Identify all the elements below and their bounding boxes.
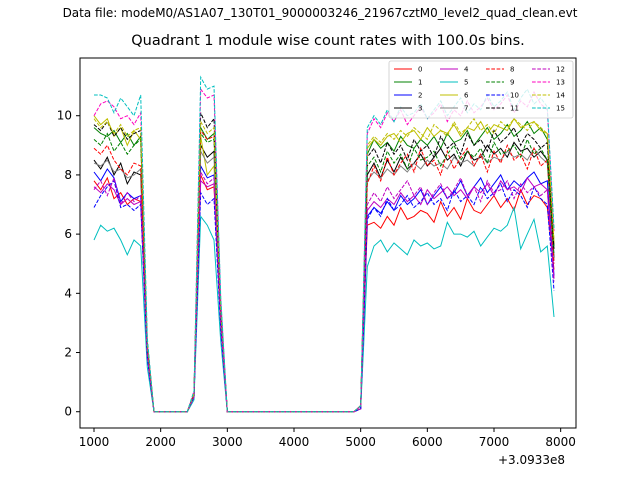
x-axis: 1000 2000 3000 4000 5000 6000 7000 8000 (79, 428, 576, 449)
legend-label-14: 14 (556, 92, 565, 100)
series-line-14 (93, 117, 555, 413)
y-tick-label: 2 (64, 346, 72, 360)
y-axis: 0 2 4 6 8 10 (57, 109, 80, 419)
series-line-10 (93, 179, 555, 413)
chart-title: Quadrant 1 module wise count rates with … (131, 33, 525, 49)
legend-label-3: 3 (418, 105, 422, 113)
x-tick-label: 6000 (412, 435, 443, 449)
series-line-5 (93, 205, 555, 413)
y-tick-label: 8 (64, 168, 72, 182)
legend-label-8: 8 (510, 66, 514, 74)
x-tick-label: 5000 (345, 435, 376, 449)
series-line-11 (93, 112, 555, 413)
x-tick-label: 3000 (212, 435, 243, 449)
x-tick-label: 2000 (145, 435, 176, 449)
legend-label-15: 15 (556, 105, 565, 113)
legend-label-11: 11 (510, 105, 519, 113)
series-line-15 (94, 75, 555, 413)
legend-label-9: 9 (510, 79, 514, 87)
legend-label-10: 10 (510, 92, 519, 100)
x-tick-label: 7000 (479, 435, 510, 449)
legend-label-13: 13 (556, 79, 565, 87)
plot-lines (93, 75, 555, 413)
file-label: Data file: modeM0/AS1A07_130T01_90000032… (62, 6, 578, 20)
y-tick-label: 10 (57, 109, 72, 123)
legend-label-4: 4 (464, 66, 469, 74)
axes-frame (79, 57, 577, 429)
series-line-0 (93, 174, 555, 413)
legend-label-12: 12 (556, 66, 565, 74)
legend-label-2: 2 (418, 92, 422, 100)
legend-label-0: 0 (418, 66, 422, 74)
series-line-8 (93, 129, 555, 413)
legend-label-6: 6 (464, 92, 469, 100)
x-tick-label: 8000 (545, 435, 576, 449)
legend-label-7: 7 (464, 105, 468, 113)
series-line-3 (93, 141, 555, 413)
series-line-13 (93, 87, 555, 413)
series-line-4 (93, 176, 555, 413)
legend-label-1: 1 (418, 79, 422, 87)
legend-label-5: 5 (464, 79, 468, 87)
x-offset-label: +3.0933e8 (498, 453, 566, 467)
series-line-1 (93, 120, 555, 413)
legend-box (388, 60, 574, 119)
series-line-9 (93, 132, 555, 413)
x-tick-label: 4000 (279, 435, 310, 449)
series-line-2 (93, 164, 555, 413)
x-tick-label: 1000 (79, 435, 110, 449)
y-tick-label: 6 (64, 227, 72, 241)
y-tick-label: 0 (64, 405, 72, 419)
y-tick-label: 4 (64, 286, 72, 300)
